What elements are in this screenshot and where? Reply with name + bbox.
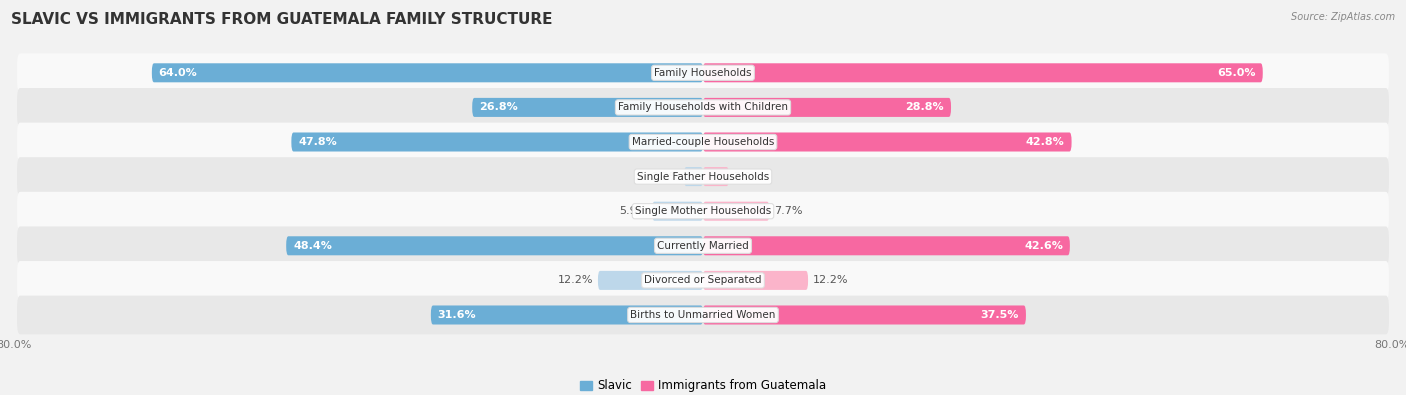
Text: Currently Married: Currently Married [657, 241, 749, 251]
Text: Divorced or Separated: Divorced or Separated [644, 275, 762, 286]
Text: Family Households with Children: Family Households with Children [619, 102, 787, 113]
FancyBboxPatch shape [703, 305, 1026, 325]
Text: SLAVIC VS IMMIGRANTS FROM GUATEMALA FAMILY STRUCTURE: SLAVIC VS IMMIGRANTS FROM GUATEMALA FAMI… [11, 12, 553, 27]
Text: 12.2%: 12.2% [558, 275, 593, 286]
Text: 31.6%: 31.6% [437, 310, 477, 320]
Text: Single Mother Households: Single Mother Households [636, 206, 770, 216]
Text: 42.8%: 42.8% [1026, 137, 1064, 147]
FancyBboxPatch shape [703, 271, 808, 290]
Text: 28.8%: 28.8% [905, 102, 945, 113]
FancyBboxPatch shape [17, 192, 1389, 231]
Text: 48.4%: 48.4% [292, 241, 332, 251]
FancyBboxPatch shape [17, 88, 1389, 127]
Legend: Slavic, Immigrants from Guatemala: Slavic, Immigrants from Guatemala [581, 380, 825, 392]
FancyBboxPatch shape [17, 295, 1389, 334]
Text: 65.0%: 65.0% [1218, 68, 1256, 78]
Text: 7.7%: 7.7% [773, 206, 801, 216]
Text: Single Father Households: Single Father Households [637, 171, 769, 182]
FancyBboxPatch shape [703, 98, 950, 117]
Text: 26.8%: 26.8% [479, 102, 517, 113]
Text: Family Households: Family Households [654, 68, 752, 78]
FancyBboxPatch shape [703, 132, 1071, 152]
FancyBboxPatch shape [652, 202, 703, 221]
FancyBboxPatch shape [17, 226, 1389, 265]
Text: 64.0%: 64.0% [159, 68, 197, 78]
Text: Births to Unmarried Women: Births to Unmarried Women [630, 310, 776, 320]
FancyBboxPatch shape [472, 98, 703, 117]
Text: 2.2%: 2.2% [651, 171, 679, 182]
Text: 37.5%: 37.5% [980, 310, 1019, 320]
FancyBboxPatch shape [703, 202, 769, 221]
Text: Source: ZipAtlas.com: Source: ZipAtlas.com [1291, 12, 1395, 22]
Text: 3.0%: 3.0% [733, 171, 762, 182]
FancyBboxPatch shape [430, 305, 703, 325]
FancyBboxPatch shape [685, 167, 703, 186]
FancyBboxPatch shape [703, 63, 1263, 82]
FancyBboxPatch shape [17, 157, 1389, 196]
Text: 47.8%: 47.8% [298, 137, 337, 147]
Text: 42.6%: 42.6% [1024, 241, 1063, 251]
FancyBboxPatch shape [17, 53, 1389, 92]
FancyBboxPatch shape [152, 63, 703, 82]
FancyBboxPatch shape [287, 236, 703, 255]
FancyBboxPatch shape [703, 236, 1070, 255]
FancyBboxPatch shape [17, 122, 1389, 162]
Text: Married-couple Households: Married-couple Households [631, 137, 775, 147]
FancyBboxPatch shape [291, 132, 703, 152]
FancyBboxPatch shape [703, 167, 728, 186]
FancyBboxPatch shape [598, 271, 703, 290]
Text: 12.2%: 12.2% [813, 275, 848, 286]
Text: 5.9%: 5.9% [620, 206, 648, 216]
FancyBboxPatch shape [17, 261, 1389, 300]
